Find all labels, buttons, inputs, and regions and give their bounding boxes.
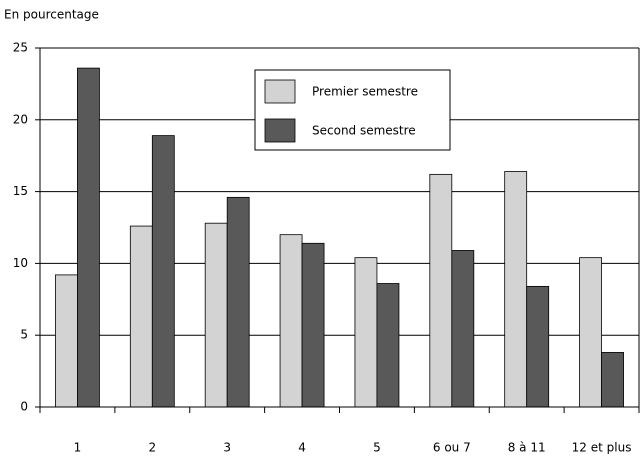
x-tick-label: 3 [223, 441, 231, 455]
x-tick-label: 5 [373, 441, 381, 455]
x-tick-label: 8 à 11 [508, 441, 546, 455]
bar [55, 274, 78, 408]
legend-swatch [264, 79, 296, 104]
y-tick-label: 10 [13, 256, 28, 270]
x-tick-label: 2 [148, 441, 156, 455]
y-tick-label: 20 [13, 112, 28, 126]
bar [129, 225, 153, 408]
y-tick-label: 15 [13, 184, 28, 198]
bar [429, 173, 453, 408]
x-tick-label: 12 et plus [572, 441, 632, 455]
bar [601, 352, 624, 408]
bar [204, 222, 228, 408]
legend-label: Premier semestre [312, 85, 418, 99]
bar [77, 67, 100, 408]
bar [526, 285, 550, 408]
bar [301, 242, 325, 408]
x-tick-label: 6 ou 7 [433, 441, 471, 455]
bar [354, 257, 378, 408]
bar [151, 135, 175, 408]
legend-label: Second semestre [312, 124, 416, 138]
x-tick-label: 1 [74, 441, 82, 455]
y-tick-label: 0 [20, 400, 28, 414]
bar [279, 234, 303, 408]
bar [579, 257, 602, 408]
chart-title: En pourcentage [4, 8, 99, 22]
bar [504, 171, 528, 408]
bar [451, 250, 475, 408]
bar [226, 196, 250, 408]
x-tick-label: 4 [298, 441, 306, 455]
legend-swatch [264, 118, 296, 143]
y-tick-label: 5 [20, 328, 28, 342]
y-tick-label: 25 [13, 41, 28, 55]
bar [376, 283, 400, 408]
